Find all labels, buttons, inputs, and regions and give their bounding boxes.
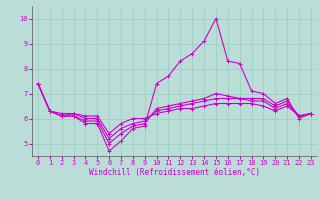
X-axis label: Windchill (Refroidissement éolien,°C): Windchill (Refroidissement éolien,°C)	[89, 168, 260, 177]
